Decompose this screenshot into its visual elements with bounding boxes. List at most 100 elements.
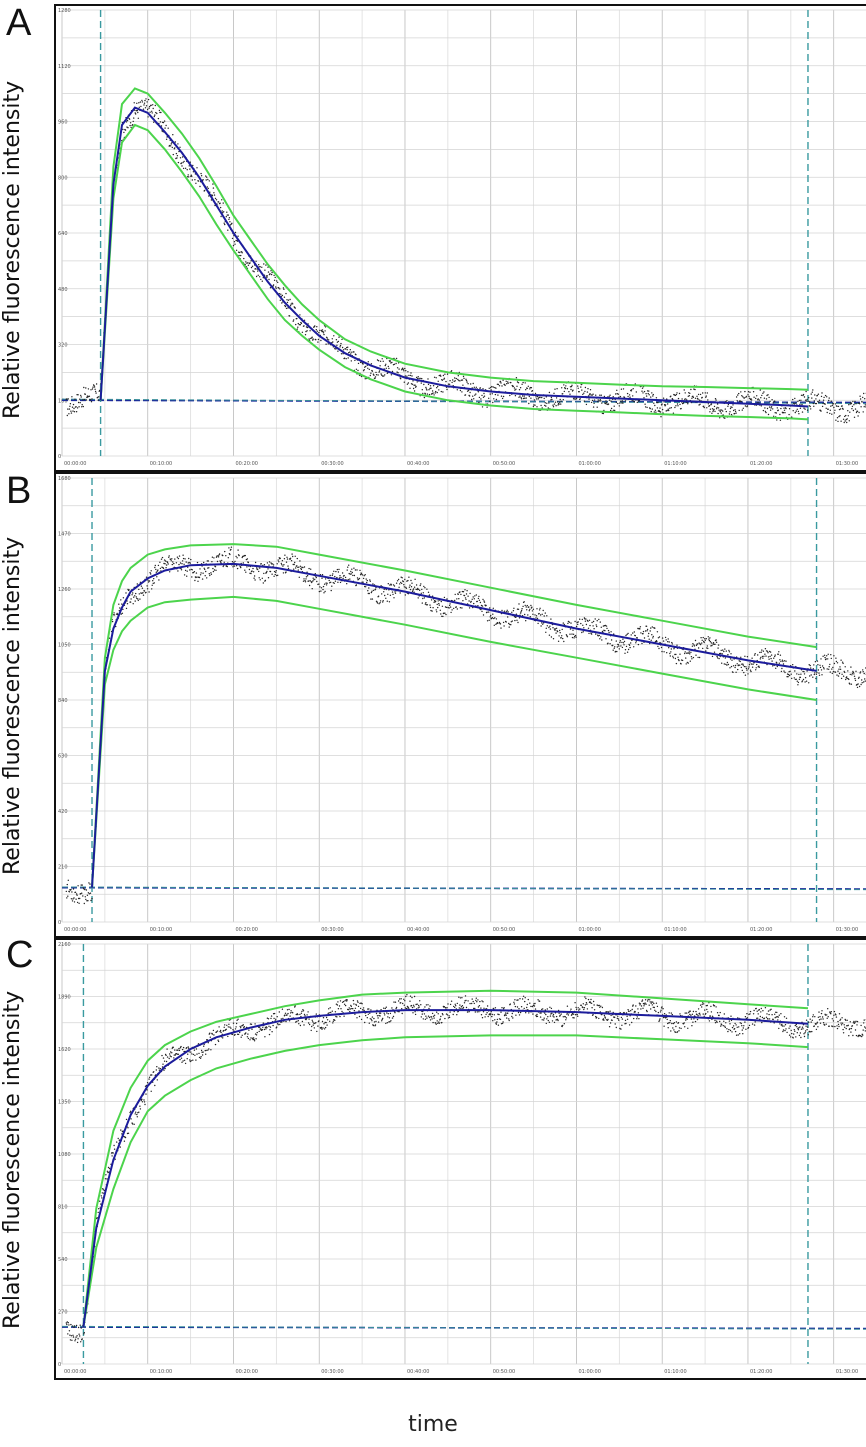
data-point	[174, 141, 177, 143]
data-point	[324, 330, 326, 332]
data-point	[438, 604, 440, 606]
data-point	[462, 591, 465, 593]
data-point	[171, 1052, 173, 1054]
data-point	[415, 588, 417, 590]
data-point	[536, 1015, 539, 1018]
data-point	[73, 901, 76, 903]
data-point	[610, 639, 613, 641]
data-point	[507, 382, 509, 384]
data-point	[604, 1017, 607, 1019]
data-point	[323, 583, 326, 585]
data-point	[829, 409, 831, 411]
data-point	[396, 371, 398, 373]
data-point	[479, 601, 482, 604]
data-point	[265, 571, 268, 574]
data-point	[88, 882, 90, 884]
data-point	[580, 1004, 582, 1006]
data-point	[766, 394, 768, 397]
data-point	[163, 559, 166, 561]
data-point	[741, 1025, 743, 1027]
data-point	[846, 676, 848, 678]
data-point	[483, 392, 485, 395]
data-point	[426, 393, 429, 395]
data-point	[296, 565, 298, 567]
data-point	[700, 637, 702, 639]
data-point	[158, 109, 161, 112]
data-point	[725, 1022, 727, 1024]
data-point	[804, 399, 807, 401]
data-point	[343, 1015, 345, 1017]
data-point	[503, 610, 506, 612]
data-point	[697, 1015, 699, 1017]
data-point	[330, 1011, 332, 1014]
data-point	[615, 1026, 617, 1029]
data-point	[90, 401, 93, 403]
data-point	[371, 598, 374, 600]
data-point	[838, 672, 841, 675]
data-point	[508, 622, 510, 625]
data-point	[322, 1017, 325, 1019]
data-point	[714, 643, 716, 645]
data-point	[188, 557, 190, 560]
data-point	[669, 1022, 671, 1024]
data-point	[489, 393, 491, 395]
data-point	[854, 1021, 856, 1023]
data-point	[849, 673, 851, 676]
data-point	[624, 652, 626, 654]
data-point	[628, 394, 631, 396]
data-point	[483, 601, 486, 603]
data-point	[292, 563, 294, 566]
data-point	[534, 392, 537, 395]
data-point	[815, 1023, 817, 1026]
data-point	[708, 405, 711, 407]
data-point	[831, 668, 833, 670]
data-point	[596, 625, 598, 628]
data-point	[252, 270, 254, 272]
data-point	[152, 580, 154, 582]
data-point	[476, 1001, 478, 1003]
data-point	[551, 1012, 553, 1014]
data-point	[779, 1023, 781, 1025]
data-point	[469, 592, 471, 595]
data-point	[454, 380, 456, 382]
data-point	[682, 402, 685, 404]
data-point	[371, 1020, 373, 1022]
data-point	[649, 1001, 651, 1003]
data-point	[694, 639, 697, 642]
data-point	[172, 561, 174, 563]
data-point	[668, 1022, 670, 1024]
data-point	[730, 653, 732, 655]
data-point	[651, 626, 653, 628]
data-point	[829, 663, 831, 666]
data-point	[341, 572, 344, 574]
data-point	[806, 409, 809, 411]
data-point	[259, 1026, 261, 1028]
data-point	[307, 1011, 309, 1013]
data-point	[285, 292, 287, 295]
data-point	[454, 1003, 456, 1005]
data-point	[849, 403, 851, 405]
data-point	[653, 1006, 655, 1009]
data-point	[362, 363, 364, 365]
data-point	[320, 1026, 323, 1029]
data-point	[189, 569, 191, 571]
data-point	[461, 997, 463, 999]
data-point	[634, 1011, 636, 1013]
data-point	[301, 1010, 303, 1013]
data-point	[190, 558, 192, 561]
data-point	[613, 647, 615, 649]
data-point	[348, 572, 350, 575]
data-point	[675, 1025, 677, 1028]
data-point	[467, 1000, 469, 1002]
data-point	[212, 187, 215, 189]
data-point	[439, 609, 441, 611]
data-point	[634, 635, 636, 637]
data-point	[531, 606, 533, 608]
data-point	[215, 556, 218, 558]
data-point	[692, 656, 695, 659]
data-point	[839, 415, 841, 417]
data-point	[661, 637, 664, 639]
data-point	[839, 1018, 842, 1020]
data-point	[276, 1026, 278, 1028]
data-point	[415, 1003, 417, 1006]
